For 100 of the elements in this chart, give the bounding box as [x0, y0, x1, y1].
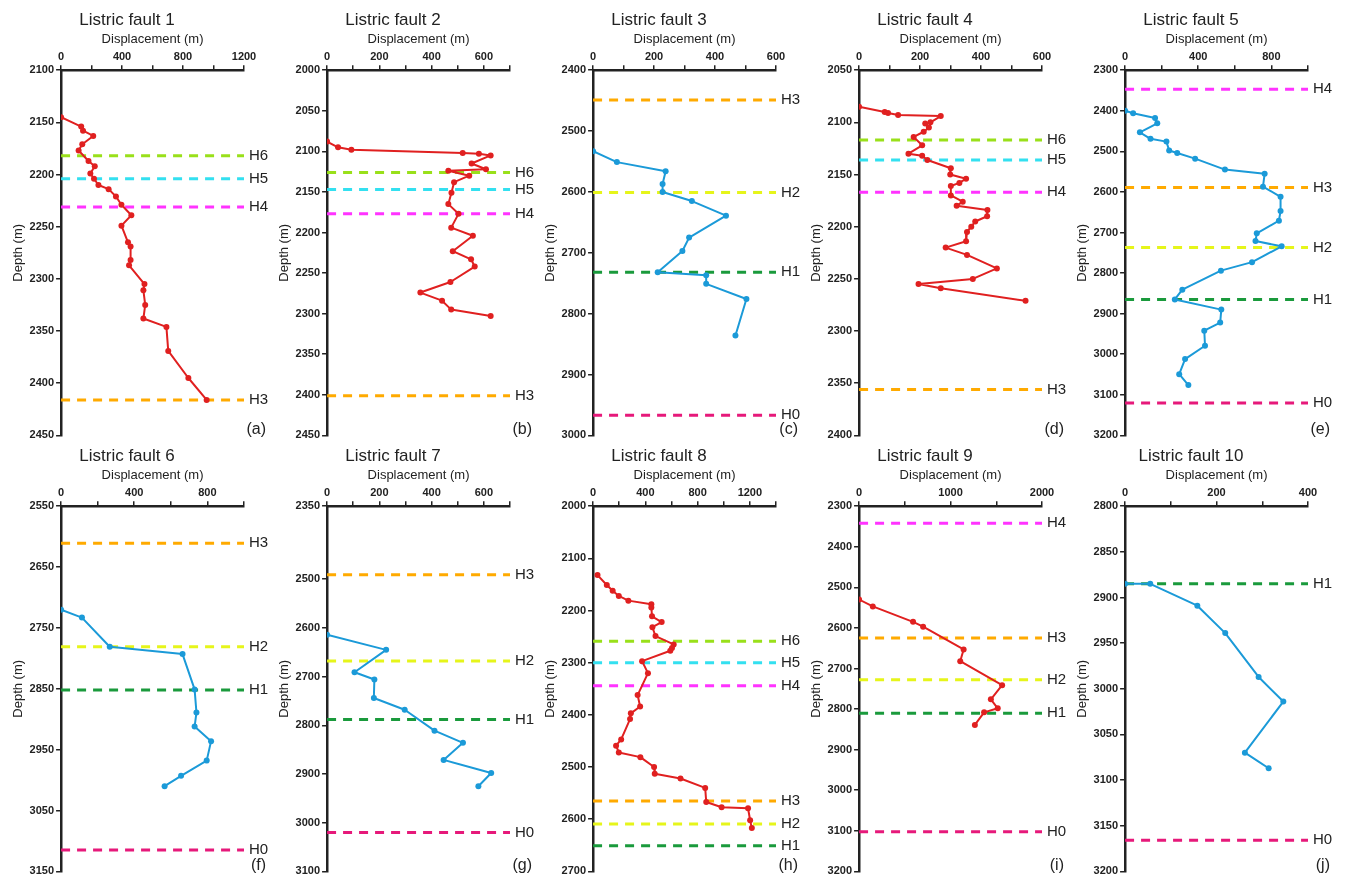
- point: [745, 805, 752, 812]
- point: [659, 181, 666, 188]
- point: [963, 238, 970, 245]
- x-tick-label: 800: [198, 485, 217, 498]
- point: [910, 133, 917, 140]
- y-tick-label: 2300: [827, 324, 853, 337]
- y-tick-label: 3150: [29, 864, 55, 877]
- point: [488, 770, 495, 777]
- y-tick-label: 2700: [561, 245, 587, 258]
- y-tick-label: 3100: [827, 823, 853, 836]
- point: [658, 619, 665, 626]
- x-tick-label: 1200: [737, 485, 763, 498]
- point: [80, 127, 87, 134]
- point: [431, 727, 438, 734]
- point: [703, 799, 710, 806]
- x-tick-label: 0: [1122, 49, 1129, 62]
- point: [984, 213, 991, 220]
- point: [128, 212, 135, 219]
- y-tick-label: 2250: [295, 266, 321, 279]
- x-axis-title: Displacement (m): [367, 30, 470, 46]
- y-tick-label: 2800: [827, 702, 853, 715]
- point: [924, 156, 931, 163]
- x-tick-label: 400: [125, 485, 144, 498]
- ref-line-label: H1: [515, 709, 535, 727]
- point: [1136, 129, 1143, 136]
- ref-line-label: H1: [1047, 703, 1067, 721]
- point: [1176, 371, 1183, 378]
- point: [637, 754, 644, 761]
- text: (f): [250, 855, 266, 873]
- y-tick-label: 2250: [827, 271, 853, 284]
- point: [126, 262, 133, 269]
- point: [469, 232, 476, 239]
- x-tick-label: 200: [644, 49, 664, 62]
- point: [1163, 138, 1170, 145]
- text: (a): [246, 419, 266, 437]
- y-tick-label: 2200: [295, 225, 321, 238]
- point: [1255, 673, 1262, 680]
- point: [747, 817, 754, 824]
- point: [1252, 238, 1259, 245]
- y-tick-label: 3000: [1093, 347, 1119, 360]
- x-axis-title: Displacement (m): [633, 466, 736, 482]
- chart-title: Listric fault 3: [611, 9, 707, 29]
- y-tick-label: 2900: [295, 767, 321, 780]
- y-tick-label: 2100: [561, 551, 587, 564]
- point: [922, 120, 929, 127]
- text: (j): [1315, 855, 1330, 873]
- ref-line-label: H3: [1313, 177, 1333, 195]
- x-axis-title: Displacement (m): [101, 30, 204, 46]
- x-tick-label: 0: [58, 485, 65, 498]
- x-tick-label: 400: [1298, 485, 1318, 498]
- y-tick-label: 2350: [29, 324, 55, 337]
- ref-line-label: H2: [781, 814, 801, 832]
- x-tick-label: 600: [766, 49, 786, 62]
- point: [603, 581, 610, 588]
- y-tick-label: 2000: [561, 499, 587, 512]
- y-tick-label: 2600: [1093, 184, 1119, 197]
- x-tick-label: 0: [590, 49, 597, 62]
- y-tick-label: 2150: [295, 184, 321, 197]
- point: [1202, 342, 1209, 349]
- point: [417, 289, 424, 296]
- y-tick-label: 2400: [561, 707, 587, 720]
- point: [1261, 170, 1268, 177]
- text: (b): [512, 419, 532, 437]
- ref-line-label: H1: [781, 835, 801, 853]
- x-tick-label: 400: [1189, 49, 1208, 62]
- point: [964, 251, 970, 258]
- point: [468, 256, 475, 263]
- point: [401, 706, 408, 713]
- point: [85, 157, 92, 164]
- point: [178, 772, 185, 779]
- point: [1265, 765, 1272, 772]
- y-tick-label: 3050: [29, 803, 55, 816]
- point: [702, 784, 709, 791]
- y-tick-label: 2400: [827, 539, 853, 552]
- ref-line-label: H0: [1313, 393, 1333, 411]
- point: [487, 152, 494, 159]
- point: [659, 188, 666, 195]
- point: [723, 212, 729, 219]
- point: [383, 646, 390, 653]
- point: [927, 119, 934, 126]
- point: [677, 775, 684, 782]
- y-tick-label: 2150: [827, 167, 853, 180]
- ref-line-label: H5: [781, 652, 801, 670]
- point: [448, 306, 455, 313]
- ref-line-label: H3: [515, 385, 535, 403]
- y-tick-label: 2850: [1093, 544, 1119, 557]
- y-tick-label: 2600: [561, 184, 587, 197]
- point: [963, 175, 970, 182]
- point: [627, 710, 634, 717]
- x-tick-label: 200: [910, 49, 930, 62]
- y-axis-title: Depth (m): [1074, 223, 1090, 282]
- point: [448, 224, 455, 231]
- point: [1179, 286, 1186, 293]
- ref-line-label: H1: [1313, 289, 1333, 307]
- chart-title: Listric fault 5: [1143, 9, 1239, 29]
- point: [981, 709, 988, 716]
- chart-title: Listric fault 1: [79, 9, 175, 29]
- point: [651, 770, 658, 777]
- point: [919, 142, 926, 149]
- y-tick-label: 2300: [1093, 63, 1119, 76]
